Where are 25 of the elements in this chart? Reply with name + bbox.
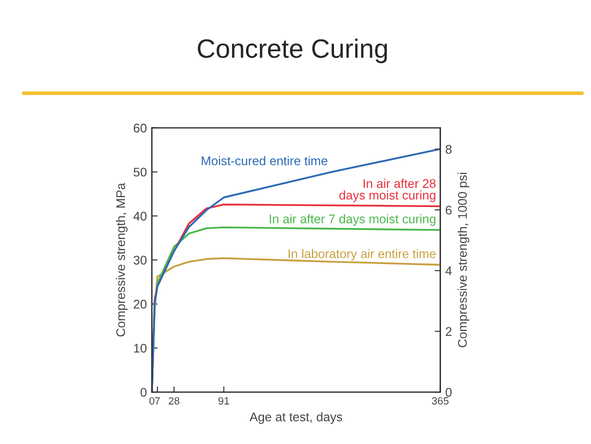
x-tick-label: 7 — [155, 397, 160, 404]
series-label: In laboratory air entire time — [288, 248, 436, 261]
x-tick-label: 0 — [149, 397, 154, 405]
y2-axis-title: Compressive strength, 1000 psi — [458, 172, 470, 348]
y2-tick-label: 2 — [446, 327, 452, 336]
x-tick-label: 365 — [432, 397, 449, 405]
x-tick-label: 91 — [218, 397, 230, 405]
series-label: Moist-cured entire time — [202, 156, 328, 166]
y-tick-label: 60 — [134, 124, 147, 133]
y2-tick-label: 6 — [446, 206, 452, 215]
y-tick-label: 30 — [134, 256, 147, 265]
y-axis-title: Compressive strength, MPa — [116, 182, 128, 336]
y2-tick-label: 8 — [446, 144, 452, 154]
series-label: In air after 7 days moist curing — [270, 214, 436, 226]
y-tick-label: 10 — [134, 344, 147, 353]
y-tick-label: 20 — [134, 300, 147, 309]
y2-tick-label: 0 — [446, 388, 452, 397]
y-tick-label: 50 — [134, 168, 147, 177]
x-tick-label: 28 — [168, 397, 180, 405]
y2-tick-label: 4 — [445, 266, 452, 276]
series-label: In air after 28 days moist curing — [339, 178, 436, 202]
chart-title: Concrete Curing — [198, 38, 387, 64]
y-tick-label: 0 — [140, 388, 147, 397]
x-axis-title: Age at test, days — [250, 412, 342, 424]
y-tick-label: 40 — [133, 212, 147, 221]
